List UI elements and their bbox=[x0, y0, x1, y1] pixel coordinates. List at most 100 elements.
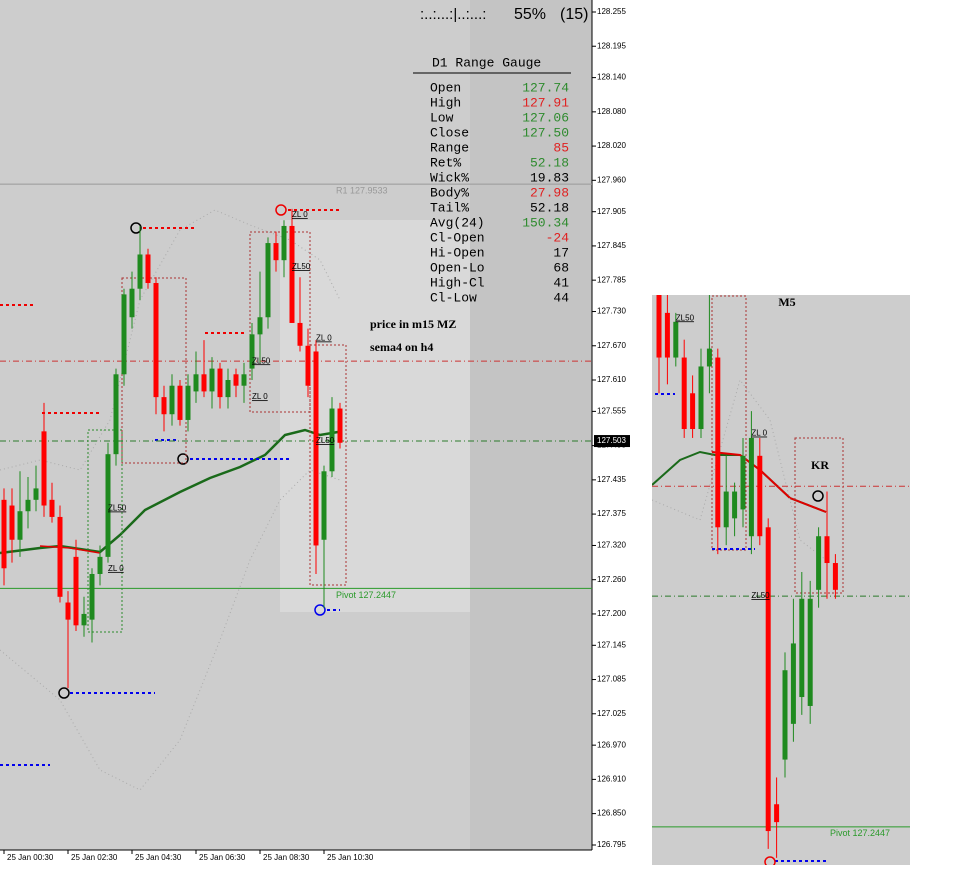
note: price in m15 MZ bbox=[370, 317, 456, 331]
panel-label: Low bbox=[430, 110, 454, 125]
panel-label: High-Cl bbox=[430, 275, 485, 290]
candle-body bbox=[129, 288, 135, 318]
candle-body bbox=[656, 295, 662, 358]
price-tag bbox=[594, 435, 630, 448]
zone bbox=[87, 429, 123, 633]
zl-label: ZL50 bbox=[292, 262, 311, 271]
candle-body bbox=[17, 511, 23, 540]
band-lower bbox=[0, 469, 341, 791]
candle-body bbox=[161, 397, 167, 415]
candle-body bbox=[241, 374, 247, 386]
y-tick-label: 127.435 bbox=[597, 475, 626, 484]
panel-value: 52.18 bbox=[530, 200, 569, 215]
candle-body bbox=[321, 471, 327, 540]
x-tick-label: 25 Jan 08:30 bbox=[263, 853, 310, 862]
candle-body bbox=[337, 408, 343, 443]
candle-body bbox=[201, 374, 207, 392]
y-tick-label: 127.730 bbox=[597, 307, 626, 316]
panel-label: Close bbox=[430, 125, 469, 140]
candle-body bbox=[153, 283, 159, 398]
fractal-circle bbox=[764, 856, 776, 865]
panel-value: 85 bbox=[553, 140, 569, 155]
moving-average-red bbox=[39, 545, 101, 554]
zone bbox=[794, 437, 844, 594]
candle-body bbox=[289, 225, 295, 323]
y-tick-label: 127.555 bbox=[597, 406, 626, 415]
candle-body bbox=[816, 536, 822, 590]
candle-body bbox=[824, 536, 830, 564]
candle-body bbox=[225, 380, 231, 398]
zl-label: ZL 0 bbox=[292, 210, 308, 219]
zone-box bbox=[280, 220, 470, 612]
y-tick-label: 128.020 bbox=[597, 141, 626, 150]
panel-value: 17 bbox=[553, 245, 569, 260]
panel-label: Body% bbox=[430, 185, 469, 200]
candle-body bbox=[57, 516, 63, 597]
candle-body bbox=[233, 374, 239, 386]
indicators bbox=[0, 204, 347, 791]
candle-body bbox=[732, 491, 738, 519]
candle-body bbox=[681, 357, 687, 430]
zl-label: ZL50 bbox=[676, 313, 695, 322]
candle-body bbox=[105, 454, 111, 557]
candle-body bbox=[177, 385, 183, 420]
zl-label: ZL 0 bbox=[751, 429, 767, 438]
candle-body bbox=[799, 598, 805, 698]
candle-body bbox=[673, 321, 679, 358]
candle-body bbox=[807, 598, 813, 706]
band-upper bbox=[0, 209, 341, 471]
zone bbox=[309, 344, 347, 586]
note: KR bbox=[811, 458, 829, 472]
y-tick-label: 127.375 bbox=[597, 509, 626, 518]
m5-plot: Pivot 127.2447 ZL50 ZL 0 ZL50 bbox=[652, 295, 910, 858]
y-tick-label: 128.080 bbox=[597, 107, 626, 116]
panel-label: High bbox=[430, 95, 461, 110]
candle-body bbox=[281, 225, 287, 261]
candle-body bbox=[329, 408, 335, 472]
y-tick-label: 127.145 bbox=[597, 640, 626, 649]
candle-body bbox=[1, 499, 7, 569]
zl-label: ZL 0 bbox=[316, 333, 332, 342]
zl-label: ZL 0 bbox=[108, 564, 124, 573]
candle-body bbox=[790, 643, 796, 724]
candle-body bbox=[81, 613, 87, 626]
zl-label: ZL50 bbox=[108, 503, 127, 512]
level-label: R1 127.9533 bbox=[336, 186, 388, 196]
zone bbox=[711, 295, 747, 551]
y-tick-label: 127.670 bbox=[597, 341, 626, 350]
zl-label: ZL50 bbox=[252, 356, 271, 365]
candle-body bbox=[313, 351, 319, 546]
candle-body bbox=[832, 563, 838, 590]
panel-value: 127.91 bbox=[522, 95, 569, 110]
candle-body bbox=[249, 334, 255, 369]
price-tag-label: 127.503 bbox=[597, 436, 626, 445]
panel-value: 127.06 bbox=[522, 110, 569, 125]
candle-body bbox=[757, 455, 763, 537]
zone bbox=[249, 231, 311, 413]
panel-title: D1 Range Gauge bbox=[432, 55, 541, 70]
band bbox=[652, 378, 827, 561]
candle-body bbox=[706, 348, 712, 367]
x-tick-label: 25 Jan 02:30 bbox=[71, 853, 118, 862]
y-tick-label: 127.960 bbox=[597, 175, 626, 184]
y-tick-label: 127.320 bbox=[597, 541, 626, 550]
panel-value: 41 bbox=[553, 275, 569, 290]
fractal-circle bbox=[58, 687, 70, 699]
candle-body bbox=[723, 491, 729, 528]
candle-body bbox=[297, 322, 303, 346]
candle-body bbox=[698, 366, 704, 430]
moving-average bbox=[0, 428, 339, 555]
y-tick-label: 126.795 bbox=[597, 840, 626, 849]
candle-body bbox=[217, 368, 223, 398]
y-tick-label: 127.905 bbox=[597, 207, 626, 216]
candle-body bbox=[185, 385, 191, 420]
candle-body bbox=[265, 243, 271, 318]
candle-body bbox=[137, 254, 143, 289]
y-tick-label: 127.610 bbox=[597, 375, 626, 384]
main-plot: R1 127.9533 Pivot 127.2447 ZL 0 ZL50 ZL 0 ZL5… bbox=[0, 183, 592, 689]
candle-body bbox=[97, 556, 103, 574]
candle-body bbox=[257, 317, 263, 335]
candle-body bbox=[664, 312, 670, 358]
candle-body bbox=[690, 393, 696, 430]
